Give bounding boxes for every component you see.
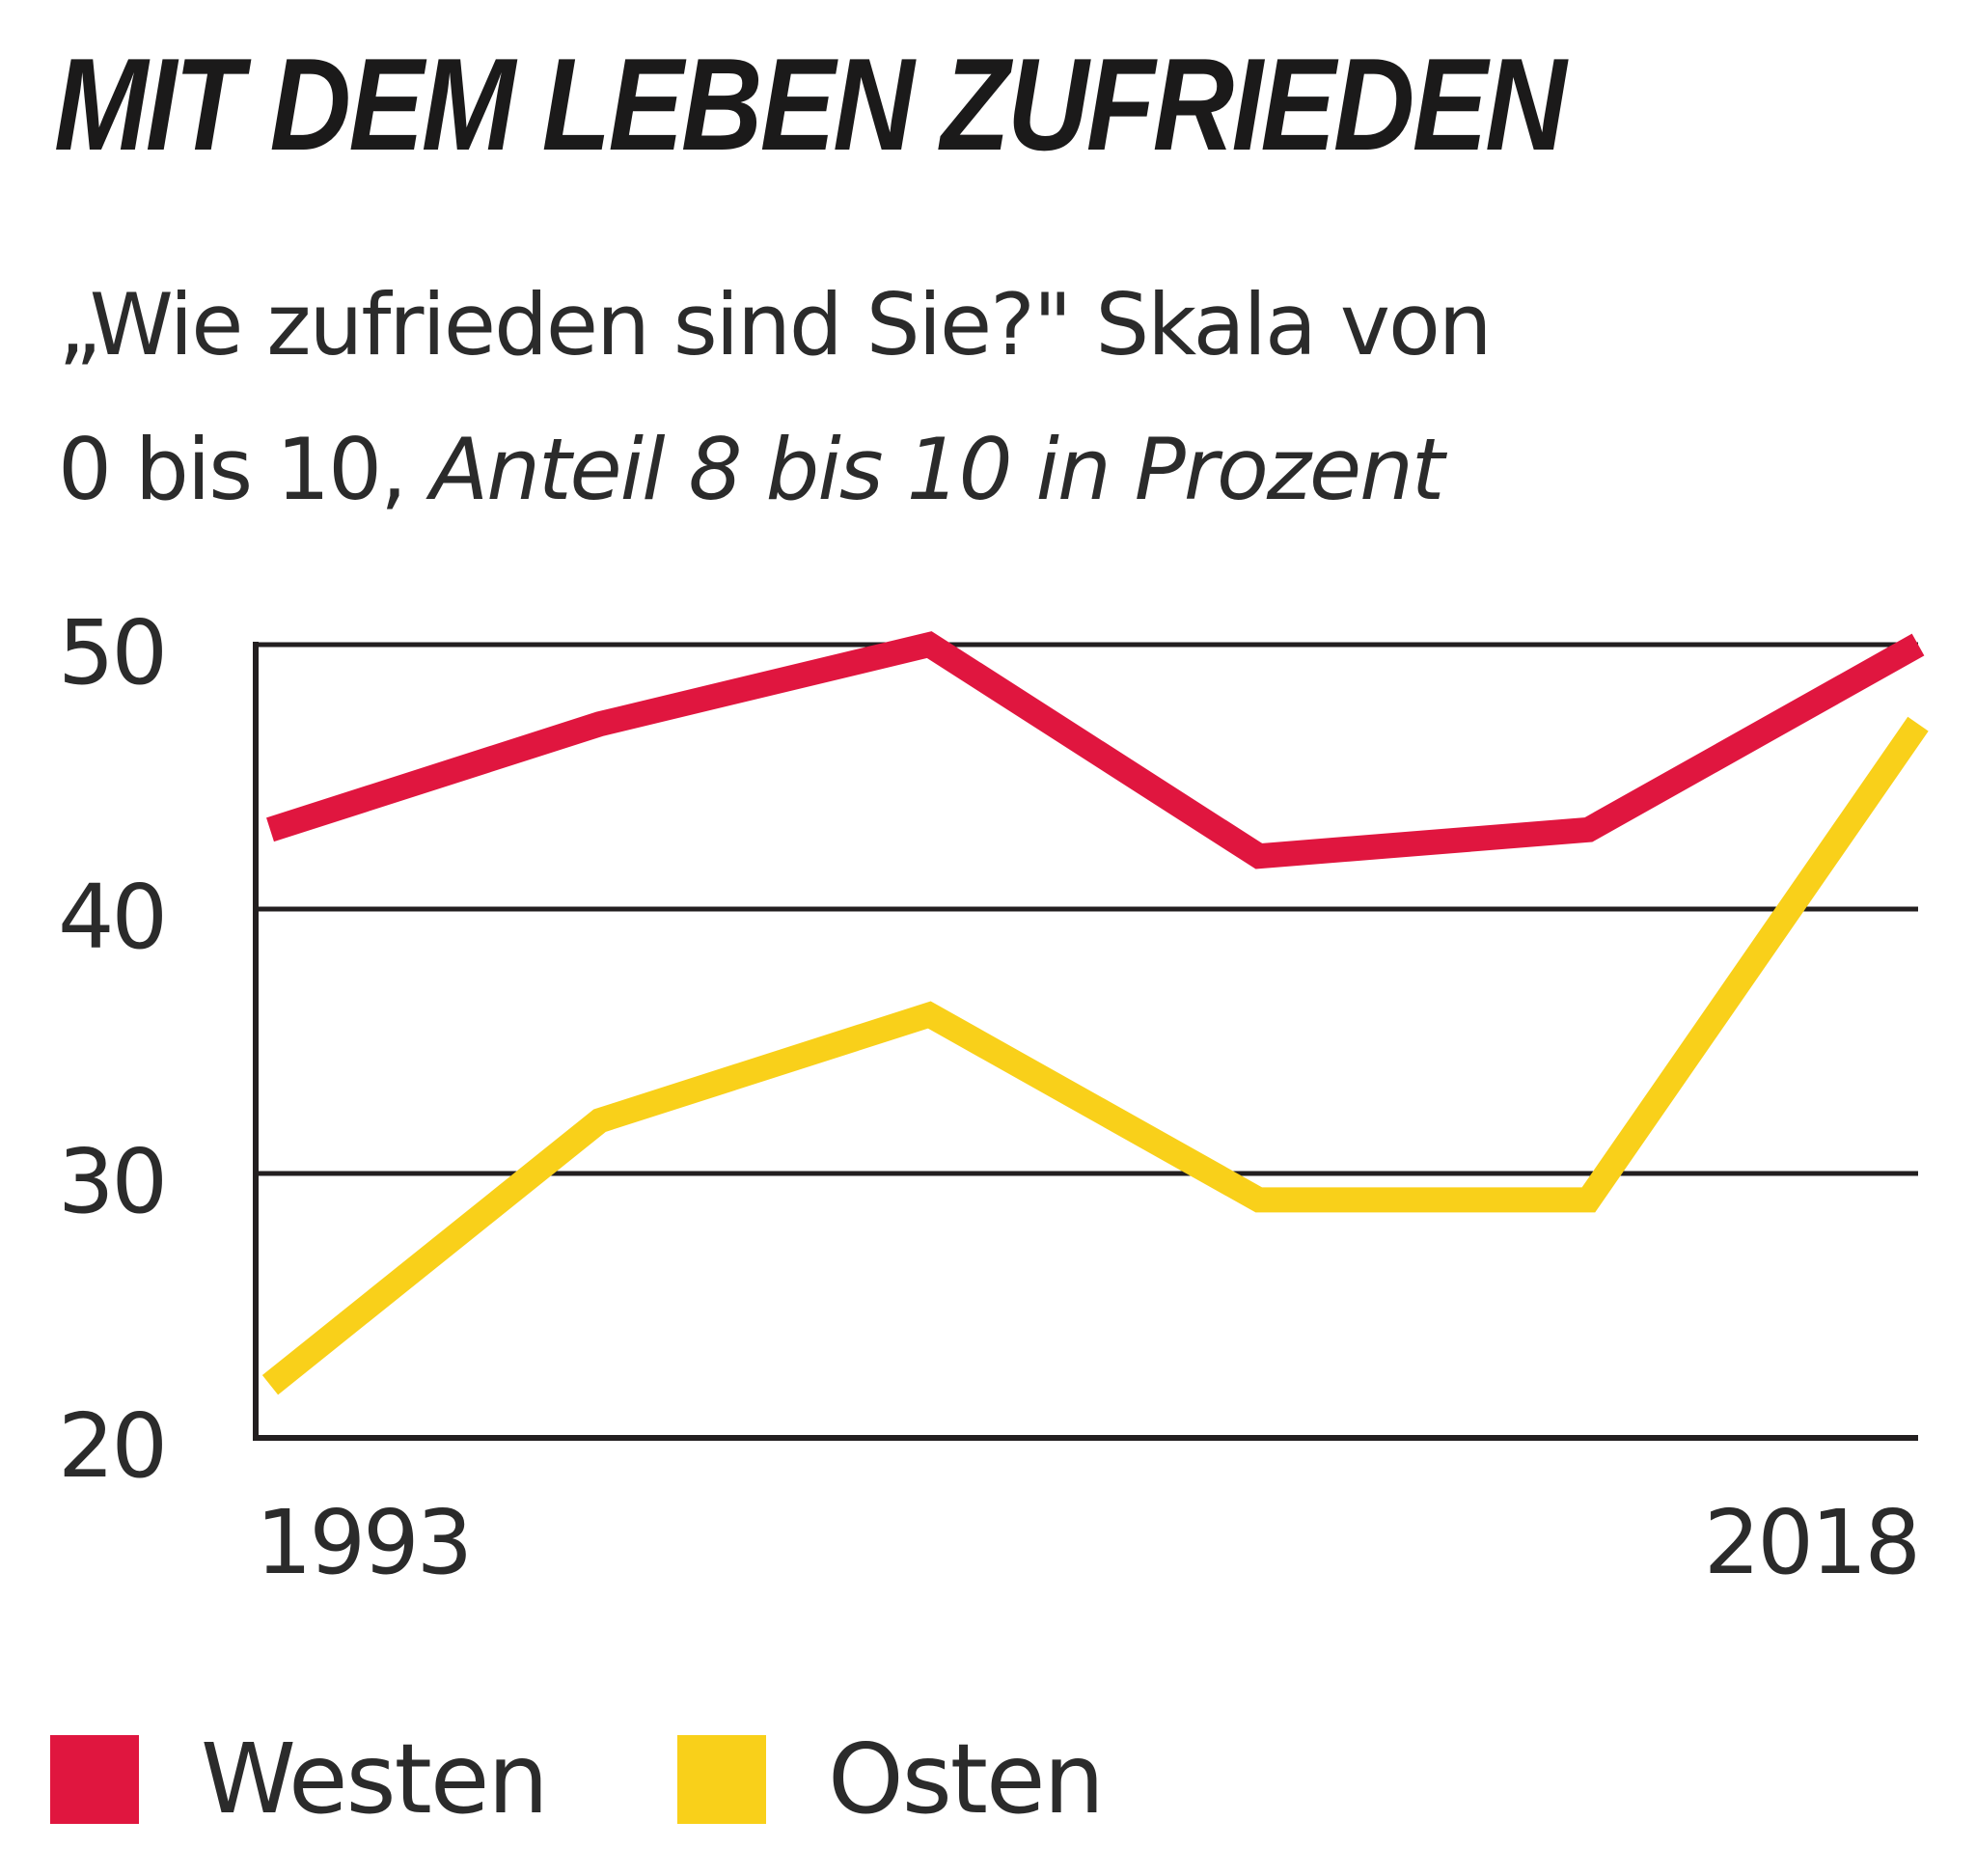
- subtitle-scale-text: 0 bis 10,: [58, 420, 431, 519]
- x-tick-label-end: 2018: [1704, 1491, 1918, 1594]
- legend: Westen Osten: [0, 1725, 1976, 1841]
- axis-labels: 50 40 30 20 1993 2018: [58, 601, 1921, 1594]
- x-tick-label-start: 1993: [256, 1491, 470, 1594]
- legend-swatch-westen: [50, 1735, 139, 1824]
- chart-title: MIT DEM LEBEN ZUFRIEDEN: [54, 31, 1567, 178]
- legend-label-westen: Westen: [201, 1723, 549, 1835]
- series-lines: [261, 631, 1929, 1395]
- subtitle-share-text: Anteil 8 bis 10 in Prozent: [430, 420, 1444, 519]
- legend-label-osten: Osten: [828, 1723, 1105, 1835]
- series-line-osten: [261, 716, 1929, 1395]
- y-tick-label-50: 50: [58, 601, 165, 704]
- chart-subtitle: „Wie zufrieden sind Sie?" Skala von 0 bi…: [58, 253, 1493, 542]
- subtitle-line-1: „Wie zufrieden sind Sie?" Skala von: [58, 275, 1493, 374]
- y-tick-label-40: 40: [58, 866, 165, 969]
- y-tick-label-30: 30: [58, 1130, 165, 1233]
- series-line-westen: [266, 631, 1925, 869]
- y-tick-label-20: 20: [58, 1394, 165, 1498]
- legend-swatch-osten: [677, 1735, 766, 1824]
- line-chart: 50 40 30 20 1993 2018: [58, 601, 1929, 1594]
- subtitle-line-2: 0 bis 10, Anteil 8 bis 10 in Prozent: [58, 398, 1491, 542]
